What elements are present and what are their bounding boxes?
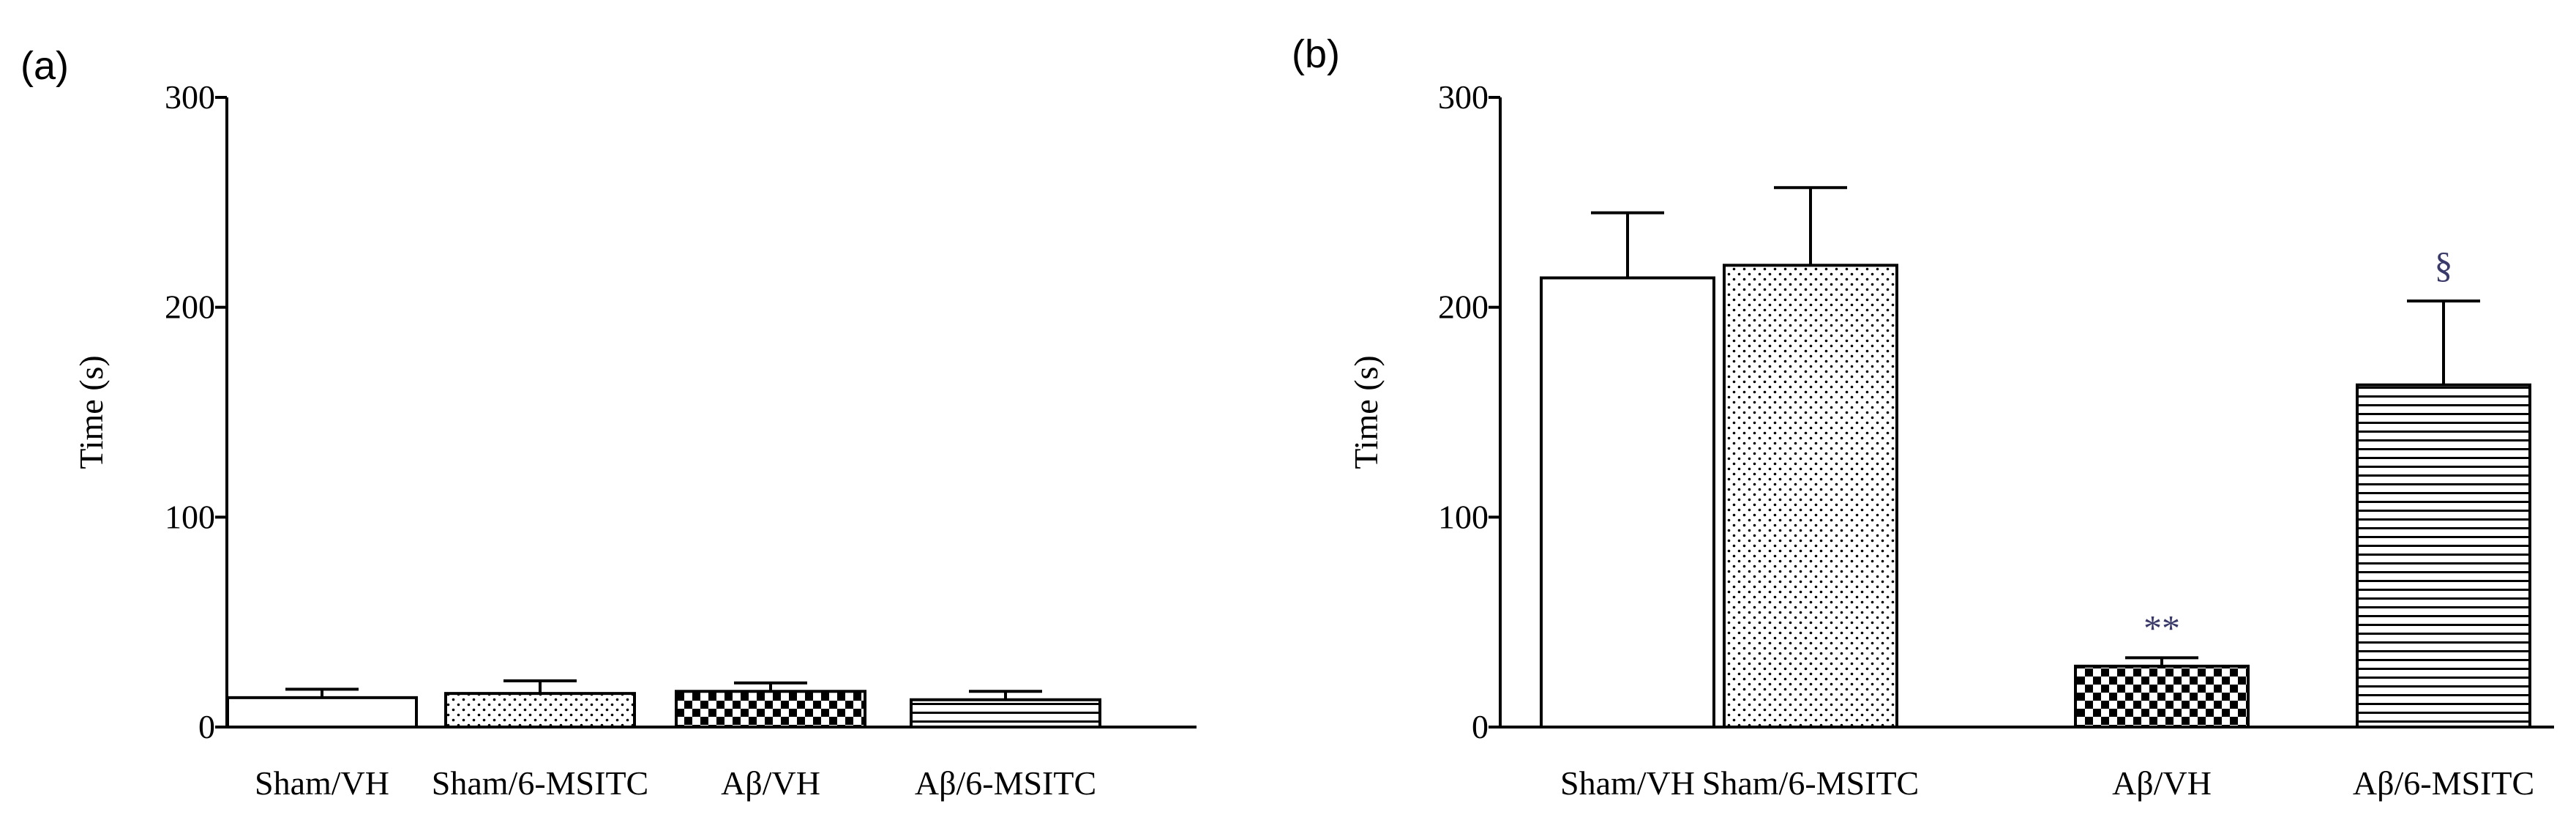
y-tick-label: 100 bbox=[1438, 498, 1489, 535]
annotations: ** § bbox=[2143, 245, 2453, 648]
y-axis-label: Time (s) bbox=[1347, 355, 1385, 469]
axes bbox=[215, 96, 1197, 728]
x-tick-label: Sham/6-MSITC bbox=[1702, 764, 1919, 802]
x-tick-labels: Sham/VH Sham/6-MSITC Aβ/VH Aβ/6-MSITC bbox=[255, 764, 1096, 802]
significance-annotation: § bbox=[2435, 245, 2453, 286]
bar bbox=[1540, 276, 1715, 728]
x-tick-label: Aβ/6-MSITC bbox=[2353, 764, 2534, 802]
y-axis-label: Time (s) bbox=[72, 355, 110, 469]
y-ticks: 0 100 200 300 bbox=[165, 78, 215, 745]
x-tick-label: Sham/VH bbox=[255, 764, 389, 802]
y-tick-label: 300 bbox=[1438, 78, 1489, 116]
chart-panel-b: (b) Time (s) 0 100 200 300 Sham/VH Sham/… bbox=[1292, 32, 2554, 802]
bar bbox=[2074, 664, 2250, 728]
y-tick-label: 200 bbox=[1438, 288, 1489, 326]
y-tick-label: 300 bbox=[165, 78, 215, 116]
x-tick-label: Aβ/VH bbox=[721, 764, 820, 802]
bars bbox=[226, 679, 1101, 729]
y-tick-label: 100 bbox=[165, 498, 215, 535]
bar bbox=[910, 698, 1101, 729]
y-tick-label: 200 bbox=[165, 288, 215, 326]
bar bbox=[675, 690, 866, 728]
chart-panel-a: (a) Time (s) 0 100 200 300 Sham/VH Sham/… bbox=[20, 44, 1197, 802]
panel-label: (b) bbox=[1292, 32, 1340, 76]
x-tick-label: Sham/6-MSITC bbox=[432, 764, 648, 802]
bars bbox=[1540, 186, 2531, 729]
significance-annotation: ** bbox=[2143, 607, 2180, 648]
bar bbox=[2356, 383, 2531, 728]
y-tick-label: 0 bbox=[1472, 708, 1489, 745]
x-tick-labels: Sham/VH Sham/6-MSITC Aβ/VH Aβ/6-MSITC bbox=[1560, 764, 2534, 802]
x-tick-label: Aβ/6-MSITC bbox=[915, 764, 1096, 802]
bar bbox=[444, 692, 636, 729]
bar bbox=[226, 696, 418, 728]
y-tick-label: 0 bbox=[198, 708, 215, 745]
bar bbox=[1723, 264, 1898, 729]
x-tick-label: Aβ/VH bbox=[2112, 764, 2212, 802]
x-tick-label: Sham/VH bbox=[1560, 764, 1695, 802]
panel-label: (a) bbox=[20, 44, 69, 88]
y-ticks: 0 100 200 300 bbox=[1438, 78, 1489, 745]
